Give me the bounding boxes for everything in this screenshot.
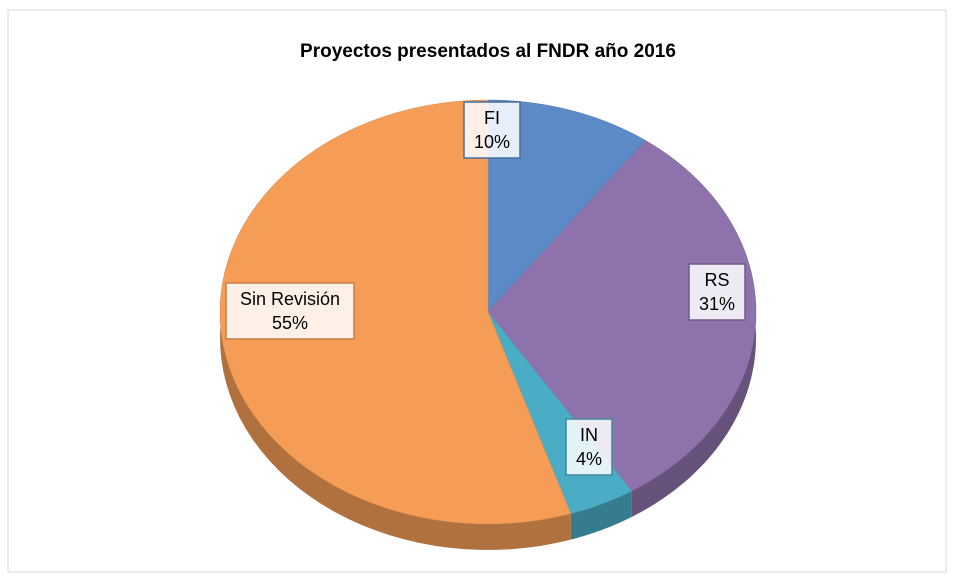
label-box [565, 418, 613, 476]
slice [487, 140, 757, 492]
category-label: Sin Revisión [240, 289, 340, 309]
label-box [463, 101, 521, 159]
value-label: 4% [576, 449, 602, 469]
labels: FI 10% RS 31% IN 4% Sin Revisión 55% [225, 101, 746, 476]
slice [219, 99, 572, 525]
value-label: 10% [474, 132, 510, 152]
pie [219, 99, 757, 550]
category-label: RS [704, 270, 729, 290]
label-box [688, 263, 746, 321]
slice [487, 99, 646, 313]
value-label: 55% [272, 313, 308, 333]
chart-title: Proyectos presentados al FNDR año 2016 [300, 41, 676, 62]
slice-side [570, 490, 632, 540]
label-box [225, 282, 355, 340]
value-label: 31% [699, 294, 735, 314]
category-label: FI [484, 108, 500, 128]
category-label: IN [580, 425, 598, 445]
